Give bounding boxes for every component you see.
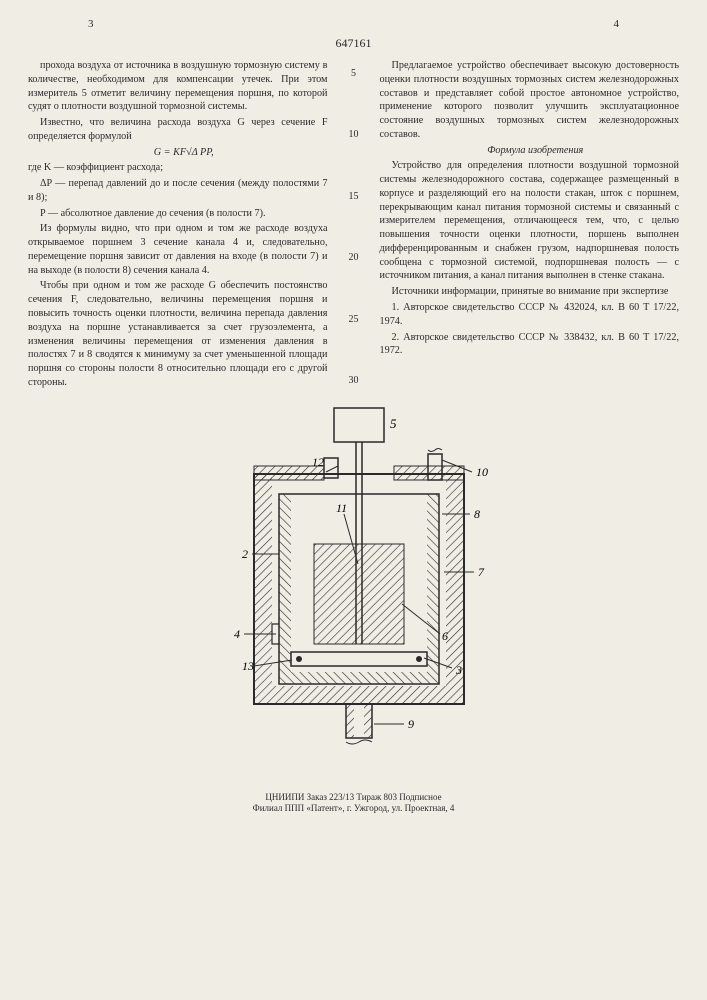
para: Предлагаемое устройство обеспечивает выс… xyxy=(380,59,680,142)
para: P — абсолютное давление до сечения (в по… xyxy=(28,207,328,221)
label-6: 6 xyxy=(442,629,448,643)
ln: 25 xyxy=(346,313,362,327)
para: Известно, что величина расхода воздуха G… xyxy=(28,116,328,144)
label-11: 11 xyxy=(336,501,347,515)
label-5: 5 xyxy=(390,416,397,431)
ln: 15 xyxy=(346,190,362,204)
label-8: 8 xyxy=(474,507,480,521)
ln: 20 xyxy=(346,251,362,265)
ln: 5 xyxy=(346,67,362,81)
para: Чтобы при одном и том же расходе G обесп… xyxy=(28,279,328,389)
page-num-left: 3 xyxy=(88,18,94,30)
footer: ЦНИИПИ Заказ 223/13 Тираж 803 Подписное … xyxy=(28,792,679,815)
right-column: Предлагаемое устройство обеспечивает выс… xyxy=(380,59,680,392)
patent-number: 647161 xyxy=(28,36,679,51)
line-numbers: 5 10 15 20 25 30 xyxy=(346,59,362,392)
footer-line2: Филиал ППП «Патент», г. Ужгород, ул. Про… xyxy=(28,803,679,815)
label-13: 13 xyxy=(242,659,254,673)
para: 1. Авторское свидетельство СССР № 432024… xyxy=(380,301,680,329)
text-columns: прохода воздуха от источника в воздушную… xyxy=(28,59,679,392)
label-7: 7 xyxy=(478,565,485,579)
para: прохода воздуха от источника в воздушную… xyxy=(28,59,328,114)
para: 2. Авторское свидетельство СССР № 338432… xyxy=(380,331,680,359)
para: ΔP — перепад давлений до и после сечения… xyxy=(28,177,328,205)
para: Источники информации, принятые во вниман… xyxy=(380,285,680,299)
formula-title: Формула изобретения xyxy=(380,144,680,158)
para: где K — коэффициент расхода; xyxy=(28,161,328,175)
label-12: 12 xyxy=(312,455,324,469)
footer-line1: ЦНИИПИ Заказ 223/13 Тираж 803 Подписное xyxy=(28,792,679,804)
page-num-right: 4 xyxy=(614,18,620,30)
label-2: 2 xyxy=(242,547,248,561)
diagram-svg: 5 12 10 11 8 2 7 4 6 13 3 9 xyxy=(184,404,524,784)
para: Из формулы видно, что при одном и том же… xyxy=(28,222,328,277)
ln: 10 xyxy=(346,128,362,142)
label-3: 3 xyxy=(455,663,462,677)
formula: G = KF√Δ PP, xyxy=(28,146,328,160)
ln: 30 xyxy=(346,374,362,388)
label-9: 9 xyxy=(408,717,414,731)
diagram: 5 12 10 11 8 2 7 4 6 13 3 9 xyxy=(184,404,524,784)
left-column: прохода воздуха от источника в воздушную… xyxy=(28,59,328,392)
para: Устройство для определения плотности воз… xyxy=(380,159,680,283)
label-10: 10 xyxy=(476,465,488,479)
label-4: 4 xyxy=(234,627,240,641)
